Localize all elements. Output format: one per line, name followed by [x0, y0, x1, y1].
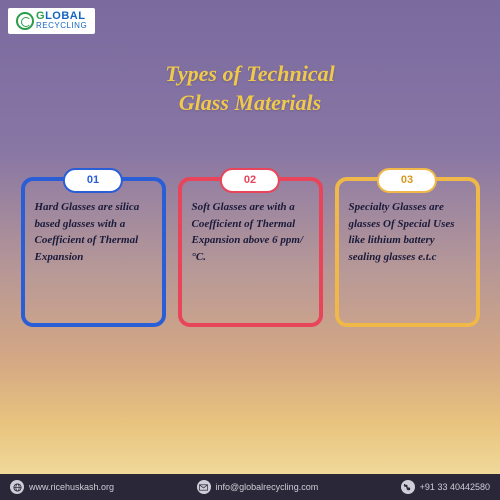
- card-text: Soft Glasses are with a Coefficient of T…: [192, 199, 309, 265]
- card-text: Hard Glasses are silica based glasses wi…: [35, 199, 152, 265]
- title-line-2: Glass Materials: [0, 89, 500, 118]
- recycle-icon: [16, 12, 34, 30]
- email-text: info@globalrecycling.com: [216, 482, 319, 492]
- logo-subtitle: RECYCLING: [36, 22, 87, 29]
- card-number-badge: 01: [63, 168, 123, 193]
- logo-text: GLOBAL RECYCLING: [36, 12, 87, 29]
- card-number-badge: 02: [220, 168, 280, 193]
- envelope-icon: [197, 480, 211, 494]
- phone-icon: [401, 480, 415, 494]
- brand-logo: GLOBAL RECYCLING: [8, 8, 95, 34]
- cards-row: 01 Hard Glasses are silica based glasses…: [0, 177, 500, 327]
- website-text: www.ricehuskash.org: [29, 482, 114, 492]
- phone-text: +91 33 40442580: [420, 482, 490, 492]
- card-specialty-glasses: 03 Specialty Glasses are glasses Of Spec…: [335, 177, 480, 327]
- footer-bar: www.ricehuskash.org info@globalrecycling…: [0, 474, 500, 500]
- footer-website: www.ricehuskash.org: [10, 480, 114, 494]
- card-soft-glasses: 02 Soft Glasses are with a Coefficient o…: [178, 177, 323, 327]
- card-number-badge: 03: [377, 168, 437, 193]
- footer-phone: +91 33 40442580: [401, 480, 490, 494]
- title-line-1: Types of Technical: [0, 60, 500, 89]
- footer-email: info@globalrecycling.com: [120, 480, 395, 494]
- card-text: Specialty Glasses are glasses Of Special…: [349, 199, 466, 265]
- card-hard-glasses: 01 Hard Glasses are silica based glasses…: [21, 177, 166, 327]
- globe-icon: [10, 480, 24, 494]
